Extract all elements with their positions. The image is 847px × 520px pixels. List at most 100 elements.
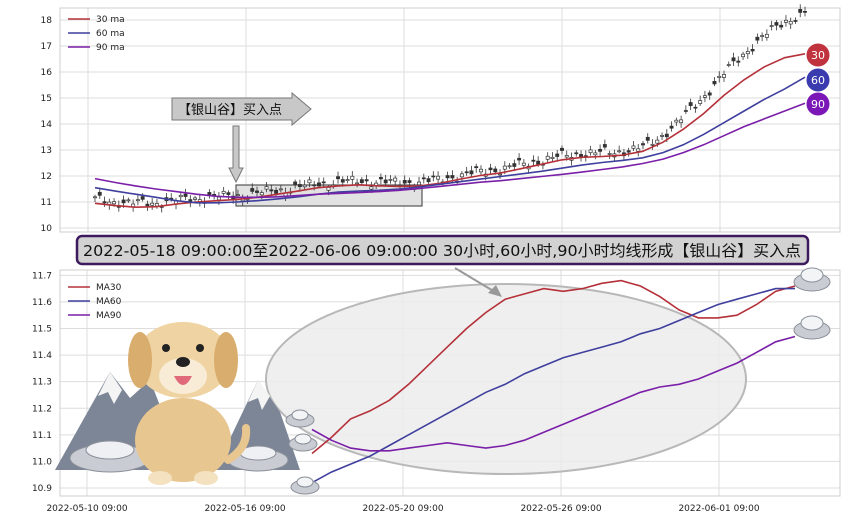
badge-90-label: 90 bbox=[811, 98, 825, 111]
candle-body bbox=[788, 21, 793, 25]
candle-body bbox=[550, 156, 555, 159]
candle-body bbox=[555, 153, 560, 157]
top-grid bbox=[60, 8, 840, 232]
bottom-plot-frame bbox=[59, 269, 841, 497]
candle-body bbox=[512, 163, 517, 167]
bottom-y-tick-label: 11.5 bbox=[32, 324, 52, 334]
candle-body bbox=[312, 184, 317, 187]
candle-body bbox=[216, 196, 221, 201]
top-ma-line-1 bbox=[94, 53, 806, 209]
candle-body bbox=[717, 76, 722, 78]
candle-body bbox=[598, 148, 603, 152]
candle-body bbox=[431, 175, 436, 178]
candle-body bbox=[250, 188, 255, 192]
candle-body bbox=[698, 100, 703, 104]
candle-body bbox=[607, 153, 612, 155]
candle-body bbox=[183, 193, 188, 197]
candle-body bbox=[383, 179, 388, 184]
candle-body bbox=[664, 133, 669, 138]
top-y-tick-label: 18 bbox=[41, 16, 53, 26]
bottom-ma-line-1 bbox=[311, 279, 796, 455]
candle-body bbox=[560, 147, 564, 151]
bottom-x-tick-label: 2022-06-01 09:00 bbox=[678, 504, 759, 514]
candle-body bbox=[645, 136, 650, 141]
candle-body bbox=[293, 181, 298, 185]
candle-body bbox=[693, 106, 698, 109]
candle-body bbox=[274, 189, 279, 194]
bottom-ma-line-3 bbox=[311, 335, 796, 452]
signal-banner: 2022-05-18 09:00:00至2022-06-06 09:00:00 … bbox=[75, 234, 810, 297]
candle-body bbox=[336, 176, 340, 180]
banner-pointer-line bbox=[454, 267, 496, 293]
banner-box bbox=[75, 234, 810, 266]
bottom-x-tick-label: 2022-05-16 09:00 bbox=[204, 504, 285, 514]
candle-body bbox=[488, 167, 493, 171]
candle-body bbox=[803, 11, 807, 13]
candle-body bbox=[426, 178, 431, 183]
candle-body bbox=[726, 64, 731, 66]
candle-body bbox=[545, 155, 550, 160]
candle-body bbox=[459, 173, 464, 178]
bottom-x-tick-label: 2022-05-10 09:00 bbox=[46, 504, 127, 514]
legend-label-ma30: MA30 bbox=[96, 283, 122, 293]
badge-30-label: 30 bbox=[811, 49, 825, 62]
candle-body bbox=[121, 199, 126, 204]
candle-body bbox=[745, 51, 750, 55]
candle-body bbox=[702, 95, 707, 98]
candle-body bbox=[259, 192, 264, 196]
top-ma-line-3 bbox=[94, 102, 806, 199]
candle-body bbox=[364, 179, 369, 182]
candle-body bbox=[712, 81, 717, 85]
candle-body bbox=[112, 201, 117, 205]
candle-body bbox=[317, 182, 321, 187]
candle-body bbox=[574, 152, 579, 155]
bottom-y-tick-label: 11.3 bbox=[32, 378, 52, 388]
top-y-tick-label: 11 bbox=[41, 198, 52, 208]
candle-body bbox=[126, 199, 131, 202]
candle-body bbox=[269, 189, 274, 192]
candle-body bbox=[145, 203, 150, 207]
bottom-ma-lines bbox=[311, 279, 796, 484]
banner-text: 2022-05-18 09:00:00至2022-06-06 09:00:00 … bbox=[83, 242, 801, 260]
top-y-tick-label: 12 bbox=[41, 172, 52, 182]
candle-body bbox=[779, 24, 784, 28]
candle-body bbox=[683, 110, 688, 112]
bottom-legend: MA30 MA60 MA90 bbox=[68, 283, 122, 321]
legend-label-ma90: MA90 bbox=[96, 311, 122, 321]
candle-body bbox=[93, 196, 97, 199]
candle-body bbox=[764, 33, 769, 38]
candle-body bbox=[626, 150, 631, 153]
candle-body bbox=[140, 196, 145, 200]
candle-body bbox=[378, 177, 383, 180]
top-y-tick-label: 10 bbox=[41, 224, 53, 234]
candle-body bbox=[150, 202, 155, 206]
bottom-y-tick-label: 11.7 bbox=[32, 271, 52, 281]
candle-body bbox=[402, 180, 407, 184]
candle-body bbox=[297, 184, 302, 187]
candle-body bbox=[417, 181, 421, 186]
candle-body bbox=[355, 182, 360, 185]
candle-body bbox=[669, 125, 674, 129]
candle-body bbox=[350, 175, 355, 180]
callout-label: 【银山谷】买入点 bbox=[178, 103, 282, 118]
top-y-tick-label: 13 bbox=[41, 146, 52, 156]
candle-body bbox=[445, 175, 450, 179]
dog-mascot-illustration bbox=[128, 322, 251, 485]
candle-body bbox=[236, 194, 240, 197]
candle-body bbox=[688, 102, 693, 106]
candle-body bbox=[255, 190, 259, 193]
candle-body bbox=[393, 177, 398, 182]
bottom-y-ticks: 11.7 11.6 11.5 11.4 11.3 11.2 11.1 11.0 10.9 bbox=[32, 271, 52, 494]
candle-body bbox=[750, 48, 755, 52]
candle-body bbox=[655, 139, 660, 144]
candle-body bbox=[650, 143, 655, 146]
candle-body bbox=[102, 201, 107, 204]
candle-body bbox=[536, 160, 541, 165]
bottom-x-tick-label: 2022-05-26 09:00 bbox=[520, 504, 601, 514]
candle-body bbox=[178, 194, 183, 198]
candle-body bbox=[507, 165, 512, 168]
candle-body bbox=[369, 186, 374, 190]
bottom-ma-line-2 bbox=[311, 287, 795, 484]
candle-body bbox=[135, 199, 140, 202]
